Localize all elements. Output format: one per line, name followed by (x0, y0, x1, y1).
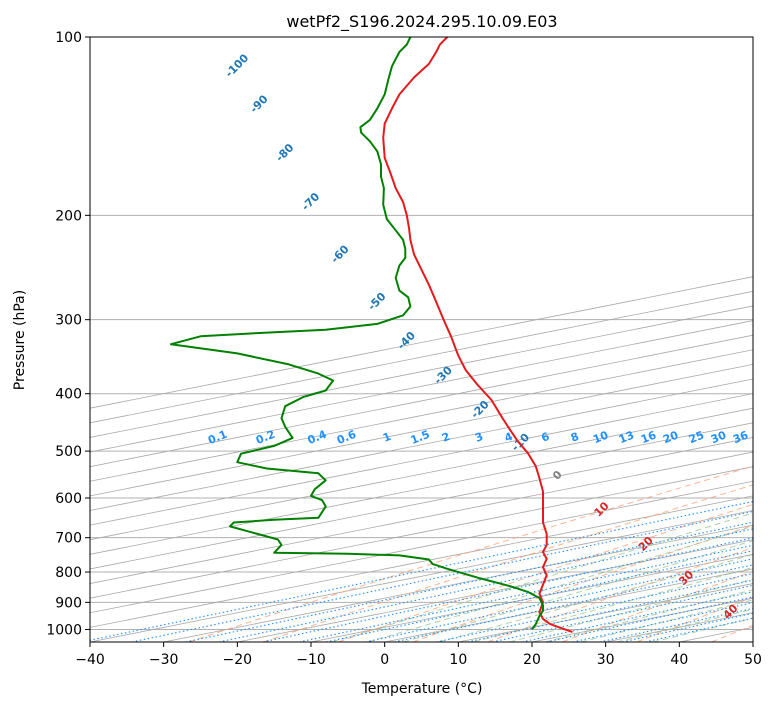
chart-title: wetPf2_S196.2024.295.10.09.E03 (286, 12, 557, 32)
axes: −40 −30 −20 −10 0 10 20 30 40 50 1000 900 800 700 600 5… (46, 30, 762, 668)
dry-adiabat-line (263, 484, 753, 642)
isotherm-line (90, 305, 753, 438)
isotherm-line (90, 276, 753, 409)
mixing-ratio-line (365, 558, 753, 642)
y-tick-label: 100 (55, 30, 82, 46)
y-tick-label: 700 (55, 531, 82, 547)
mixing-ratio-label: 20 (661, 428, 680, 446)
mixing-ratio-label: 8 (569, 430, 581, 445)
x-tick-label: −20 (223, 652, 253, 668)
mixing-ratio-label: 10 (591, 428, 610, 446)
mixing-ratio-label: 3 (473, 430, 485, 445)
x-tick-label: 20 (523, 652, 541, 668)
moist-adiabat-line (402, 540, 753, 642)
mixing-ratio-label: 1 (381, 430, 393, 445)
isotherm-line (90, 466, 753, 599)
x-tick-label: 10 (449, 652, 467, 668)
mixing-ratio-label: 13 (617, 428, 636, 446)
x-tick-label: −30 (149, 652, 179, 668)
mixing-ratio-label: 25 (687, 428, 706, 446)
y-axis-title: Pressure (hPa) (12, 290, 28, 390)
y-tick-label: 200 (55, 208, 82, 224)
x-tick-label: 50 (744, 652, 762, 668)
mixing-ratio-line (218, 528, 753, 642)
temperature-profile-line (382, 37, 573, 633)
isotherm-line (90, 451, 753, 584)
isotherm-line (90, 510, 753, 642)
moist-adiabat-line (367, 526, 753, 642)
isotherm-line (90, 480, 753, 614)
mixing-ratio-label: 36 (731, 428, 750, 446)
moist-adiabat-line (544, 589, 753, 642)
y-tick-label: 800 (55, 565, 82, 581)
x-tick-label: 0 (380, 652, 389, 668)
isotherm-line (90, 437, 753, 570)
x-tick-label: −40 (75, 652, 105, 668)
y-tick-label: 300 (55, 313, 82, 329)
isotherm-line (90, 495, 753, 628)
mixing-ratio-line (299, 544, 753, 642)
dry-adiabat-line (487, 547, 753, 642)
x-tick-label: 40 (670, 652, 688, 668)
plot-frame (89, 36, 754, 643)
x-tick-label: −10 (296, 652, 326, 668)
mixing-ratio-line (262, 537, 753, 642)
mixing-ratio-line (645, 617, 753, 642)
y-tick-label: 600 (55, 491, 82, 507)
isotherm-line (163, 524, 753, 642)
dry-adiabat-line (188, 465, 753, 642)
isotherm-line (90, 290, 753, 424)
x-tick-label: 30 (597, 652, 615, 668)
mixing-ratio-label: 2 (440, 430, 452, 445)
plot-area: 0.1 0.2 0.4 0.6 1 1.5 2 3 4 6 8 10 13 16 20 25 30 36-100-… (90, 37, 753, 642)
dewpoint-profile-line (170, 37, 544, 630)
isotherm-line (90, 320, 753, 453)
mixing-ratio-line (599, 607, 753, 642)
mixing-ratio-line (622, 612, 753, 642)
mixing-ratio-label: 16 (639, 428, 658, 446)
x-axis-title: Temperature (°C) (361, 681, 483, 697)
isotherm-line (90, 422, 753, 555)
y-tick-label: 500 (55, 444, 82, 460)
y-tick-label: 400 (55, 387, 82, 403)
y-tick-label: 1000 (46, 622, 82, 638)
y-tick-label: 900 (55, 595, 82, 611)
isotherm-line (237, 539, 753, 642)
isotherm-line (90, 334, 753, 468)
mixing-ratio-line (325, 550, 753, 642)
mixing-ratio-line (90, 500, 753, 641)
mixing-ratio-label: 30 (709, 428, 728, 446)
